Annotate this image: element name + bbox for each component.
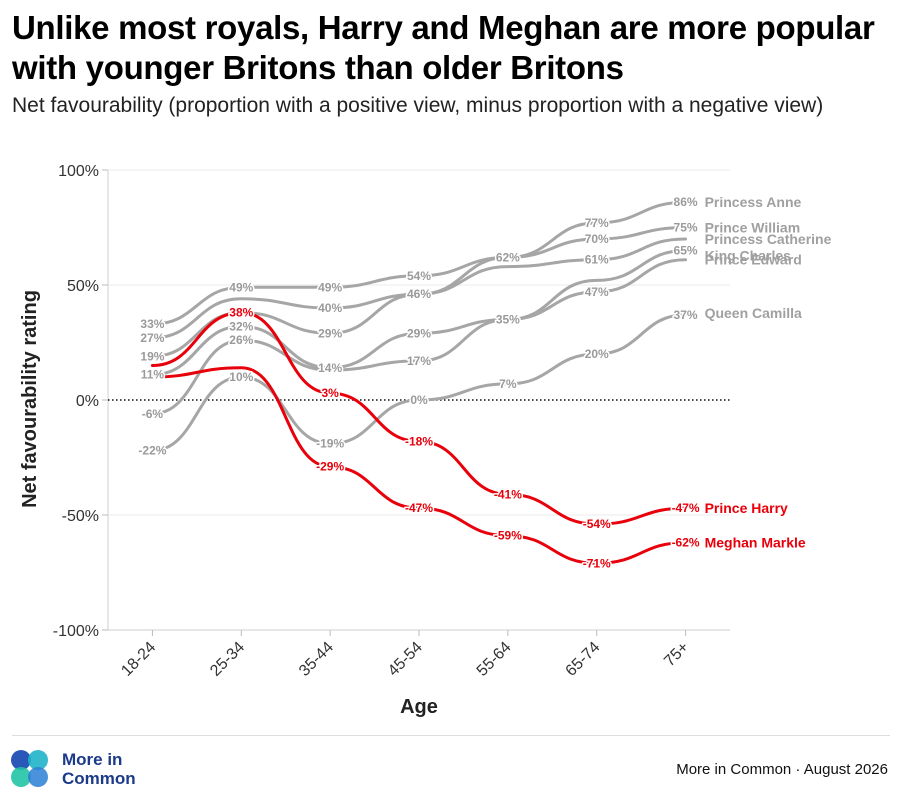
point-label-meghan-markle-65-74: -71% xyxy=(583,556,611,570)
point-label-queen-camilla-18-24: -22% xyxy=(138,444,166,458)
y-axis: 100% 50% 0% -50% -100% xyxy=(53,163,730,640)
series-lines xyxy=(150,200,688,565)
point-label-meghan-markle-55-64: -59% xyxy=(494,529,522,543)
x-tick-label-75: 75+ xyxy=(661,639,692,670)
point-label-queen-camilla-25-34: 10% xyxy=(229,370,253,384)
point-label-queen-camilla-55-64: 7% xyxy=(499,377,517,391)
point-label-princess-catherine-18-24: 19% xyxy=(140,349,164,363)
series-label-king-charles: King Charles xyxy=(705,248,792,264)
point-label-prince-william-45-54: 46% xyxy=(407,287,431,301)
point-label-princess-catherine-65-74: 61% xyxy=(585,253,609,267)
source-credit: More in Common · August 2026 xyxy=(676,761,888,778)
point-label-prince-william-18-24: 27% xyxy=(140,331,164,345)
point-label-queen-camilla-65-74: 20% xyxy=(585,347,609,361)
series-line-prince-harry xyxy=(150,311,688,526)
point-label-prince-harry-45-54: -18% xyxy=(405,434,433,448)
point-label-prince-william-65-74: 70% xyxy=(585,232,609,246)
series-line-queen-camilla xyxy=(150,313,688,453)
series-label-prince-harry: Prince Harry xyxy=(705,500,788,516)
point-label-prince-harry-55-64: -41% xyxy=(494,487,522,501)
point-label-prince-edward-18-24: -6% xyxy=(142,407,164,421)
x-tick-label-45-54: 45-54 xyxy=(385,639,426,680)
line-chart: 100% 50% 0% -50% -100% 33% 49% 49% 54% 62% 77% 86%… xyxy=(19,163,832,718)
point-label-meghan-markle-35-44: -29% xyxy=(316,460,344,474)
y-axis-title: Net favourability rating xyxy=(19,290,41,508)
point-label-prince-harry-35-44: 3% xyxy=(321,386,339,400)
series-line-princess-anne xyxy=(150,200,688,326)
point-label-princess-anne-35-44: 49% xyxy=(318,280,342,294)
series-label-princess-anne: Princess Anne xyxy=(705,194,802,210)
point-label-prince-edward-75: 65% xyxy=(674,244,698,258)
series-line-king-charles xyxy=(150,258,688,377)
point-label-meghan-markle-75: -62% xyxy=(672,536,700,550)
x-tick-label-25-34: 25-34 xyxy=(207,639,248,680)
series-line-prince-edward xyxy=(150,249,688,416)
point-label-princess-anne-45-54: 54% xyxy=(407,269,431,283)
point-label-meghan-markle-45-54: -47% xyxy=(405,501,433,515)
point-label-king-charles-35-44: 14% xyxy=(318,361,342,375)
y-tick-label: 100% xyxy=(58,163,99,180)
point-label-prince-william-75: 75% xyxy=(674,221,698,235)
point-label-prince-harry-65-74: -54% xyxy=(583,517,611,531)
series-label-meghan-markle: Meghan Markle xyxy=(705,535,806,551)
point-label-king-charles-45-54: 29% xyxy=(407,326,431,340)
x-tick-label-18-24: 18-24 xyxy=(118,639,159,680)
x-tick-label-65-74: 65-74 xyxy=(563,639,604,680)
point-label-princess-anne-25-34: 49% xyxy=(229,280,253,294)
point-label-king-charles-18-24: 11% xyxy=(141,368,165,382)
series-line-meghan-markle xyxy=(150,366,688,565)
brand-logo[interactable]: More in Common xyxy=(10,745,160,791)
point-label-prince-edward-25-34: 26% xyxy=(229,333,253,347)
point-label-princess-catherine-35-44: 29% xyxy=(318,326,342,340)
series-label-queen-camilla: Queen Camilla xyxy=(705,305,802,321)
x-tick-label-55-64: 55-64 xyxy=(474,639,515,680)
point-label-king-charles-65-74: 47% xyxy=(585,285,609,299)
y-tick-label: 0% xyxy=(76,393,99,410)
point-label-queen-camilla-75: 37% xyxy=(674,308,698,322)
point-label-princess-anne-18-24: 33% xyxy=(140,317,164,331)
point-label-princess-anne-65-74: 77% xyxy=(585,216,609,230)
point-label-princess-anne-75: 86% xyxy=(674,195,698,209)
point-label-king-charles-55-64: 35% xyxy=(496,313,520,327)
y-tick-label: -100% xyxy=(53,623,99,640)
point-label-queen-camilla-45-54: 0% xyxy=(410,393,428,407)
x-tick-label-35-44: 35-44 xyxy=(296,639,337,680)
x-axis-title: Age xyxy=(400,696,438,718)
more-in-common-logo-icon xyxy=(11,750,48,787)
series-label-princess-catherine: Princess Catherine xyxy=(705,231,832,247)
series-label-prince-edward: Prince Edward xyxy=(705,252,802,268)
point-labels: 33% 49% 49% 54% 62% 77% 86% 27% 40% 46% 70% 75% 19% 2… xyxy=(137,194,701,572)
point-label-prince-william-35-44: 40% xyxy=(318,301,342,315)
series-label-prince-william: Prince William xyxy=(705,220,801,236)
point-label-king-charles-25-34: 32% xyxy=(229,319,253,333)
y-tick-label: -50% xyxy=(62,508,99,525)
footer-divider xyxy=(12,735,890,736)
logo-text-line1: More in xyxy=(62,750,123,769)
point-label-prince-edward-45-54: 17% xyxy=(407,354,431,368)
y-tick-label: 50% xyxy=(67,278,99,295)
chart-title: Unlike most royals, Harry and Meghan are… xyxy=(12,9,875,86)
point-label-prince-harry-75: -47% xyxy=(672,501,700,515)
point-label-queen-camilla-35-44: -19% xyxy=(316,437,344,451)
chart-subtitle: Net favourability (proportion with a pos… xyxy=(12,94,824,117)
logo-text-line2: Common xyxy=(62,769,136,788)
x-axis: 18-24 25-34 35-44 45-54 55-64 65-74 75+ xyxy=(108,629,730,680)
point-label-princess-anne-55-64: 62% xyxy=(496,250,520,264)
point-label-prince-harry-25-34: 38% xyxy=(229,306,253,320)
